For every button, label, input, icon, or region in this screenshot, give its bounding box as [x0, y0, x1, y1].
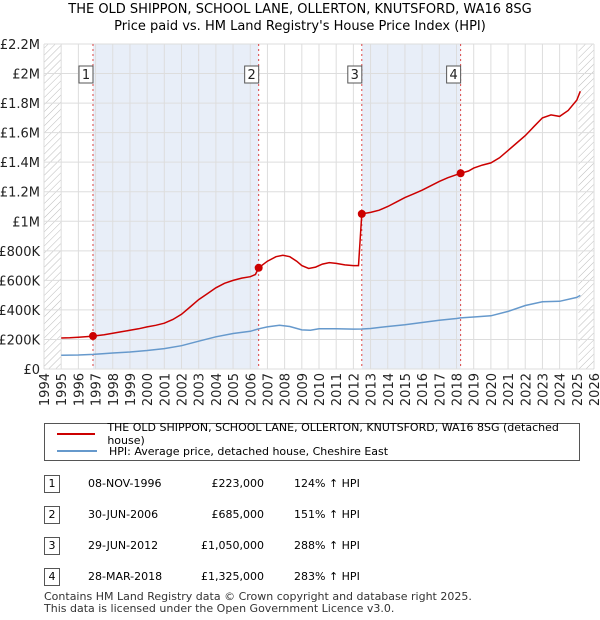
x-tick-label: 2014	[382, 373, 397, 406]
legend: THE OLD SHIPPON, SCHOOL LANE, OLLERTON, …	[44, 421, 580, 461]
chart-subtitle: Price paid vs. HM Land Registry's House …	[114, 19, 486, 34]
x-tick-label: 2016	[416, 373, 431, 406]
hatched-region-start	[44, 44, 62, 369]
x-tick-label: 1994	[38, 373, 53, 406]
x-tick-label: 2001	[158, 373, 173, 406]
shaded-band	[361, 44, 461, 369]
x-tick-label: 2024	[554, 373, 569, 406]
marker-box	[446, 65, 462, 84]
x-tick-label: 2018	[451, 373, 466, 406]
y-tick-label: £1.6M	[0, 127, 40, 142]
marker-label: 4	[449, 68, 457, 83]
x-tick-label: 2005	[227, 373, 242, 406]
transaction-price: £1,325,000	[201, 570, 264, 583]
x-tick-label: 2021	[502, 373, 517, 406]
x-tick-label: 2006	[244, 373, 259, 406]
footer-licence: This data is licensed under the Open Gov…	[44, 602, 395, 615]
marker-label: 2	[248, 68, 256, 83]
x-tick-label: 2023	[536, 373, 551, 406]
x-tick-label: 1998	[107, 373, 122, 406]
transaction-price: £1,050,000	[201, 539, 264, 552]
y-tick-label: £1M	[12, 215, 40, 230]
sale-point	[456, 169, 465, 178]
x-tick-label: 2013	[365, 373, 380, 406]
x-tick-label: 2000	[141, 373, 156, 406]
x-tick-label: 1996	[72, 373, 87, 406]
marker-label: 1	[82, 68, 90, 83]
x-tick-label: 2003	[193, 373, 208, 406]
transaction-date: 08-NOV-1996	[88, 477, 162, 490]
x-tick-label: 2020	[485, 373, 500, 406]
x-tick-label: 2004	[210, 373, 225, 406]
transaction-price: £223,000	[211, 477, 265, 490]
x-tick-label: 2026	[588, 373, 600, 406]
x-tick-label: 2002	[176, 373, 191, 406]
transaction-hpi: 124% ↑ HPI	[294, 477, 360, 490]
legend-item-property: THE OLD SHIPPON, SCHOOL LANE, OLLERTON, …	[57, 421, 579, 447]
x-tick-label: 2008	[279, 373, 294, 406]
transaction-date: 29-JUN-2012	[88, 539, 159, 552]
y-tick-label: £400K	[0, 304, 40, 319]
y-tick-label: £0	[23, 363, 40, 378]
x-tick-label: 2011	[330, 373, 345, 406]
legend-item-hpi: HPI: Average price, detached house, Ches…	[57, 443, 388, 459]
sale-point	[357, 209, 366, 218]
x-tick-label: 2022	[519, 373, 534, 406]
x-tick-label: 2017	[433, 373, 448, 406]
marker-box	[347, 65, 363, 84]
legend-label-hpi: HPI: Average price, detached house, Ches…	[109, 444, 389, 458]
series-line-hpi	[61, 294, 581, 357]
x-tick-label: 2012	[347, 373, 362, 406]
transaction-number: 3	[44, 537, 60, 555]
price-chart: 1 2 3 4 £0 £200K £400K £600K £800K £1M £1.2M £1.4M…	[0, 38, 600, 406]
y-tick-label: £1.4M	[0, 156, 40, 171]
x-tick-label: 1995	[55, 373, 70, 406]
transaction-hpi: 283% ↑ HPI	[294, 570, 360, 583]
x-tick-label: 2019	[468, 373, 483, 406]
transaction-price: £685,000	[211, 508, 265, 521]
x-tick-label: 2015	[399, 373, 414, 406]
x-tick-label: 1997	[90, 373, 105, 406]
transaction-number: 4	[44, 568, 60, 586]
y-tick-label: £800K	[0, 245, 40, 260]
hatched-region-end	[578, 44, 594, 369]
legend-swatch-property	[57, 433, 96, 435]
transaction-date: 30-JUN-2006	[88, 508, 159, 521]
transaction-number: 2	[44, 506, 60, 524]
marker-label: 3	[351, 68, 359, 83]
y-tick-label: £1.2M	[0, 186, 40, 201]
legend-label-property: THE OLD SHIPPON, SCHOOL LANE, OLLERTON, …	[107, 421, 559, 447]
legend-swatch-hpi	[57, 450, 97, 452]
y-tick-label: £2.2M	[0, 38, 40, 53]
transaction-hpi: 288% ↑ HPI	[294, 539, 360, 552]
series-line-property	[61, 91, 581, 339]
transaction-date: 28-MAR-2018	[88, 570, 163, 583]
y-tick-label: £200K	[0, 333, 40, 348]
shaded-band	[92, 44, 259, 369]
marker-box	[78, 65, 94, 84]
y-tick-label: £1.8M	[0, 97, 40, 112]
y-tick-label: £600K	[0, 274, 40, 289]
sale-point	[88, 332, 97, 341]
transaction-number: 1	[44, 475, 60, 493]
marker-box	[244, 65, 260, 84]
footer-copyright: Contains HM Land Registry data © Crown c…	[44, 590, 472, 603]
x-tick-label: 2007	[261, 373, 276, 406]
x-tick-label: 2025	[571, 373, 586, 406]
y-tick-label: £2M	[12, 68, 40, 83]
x-tick-label: 1999	[124, 373, 139, 406]
x-tick-label: 2010	[313, 373, 328, 406]
chart-title: THE OLD SHIPPON, SCHOOL LANE, OLLERTON, …	[68, 2, 532, 17]
sale-point	[254, 263, 263, 272]
x-tick-label: 2009	[296, 373, 311, 406]
transaction-hpi: 151% ↑ HPI	[294, 508, 360, 521]
